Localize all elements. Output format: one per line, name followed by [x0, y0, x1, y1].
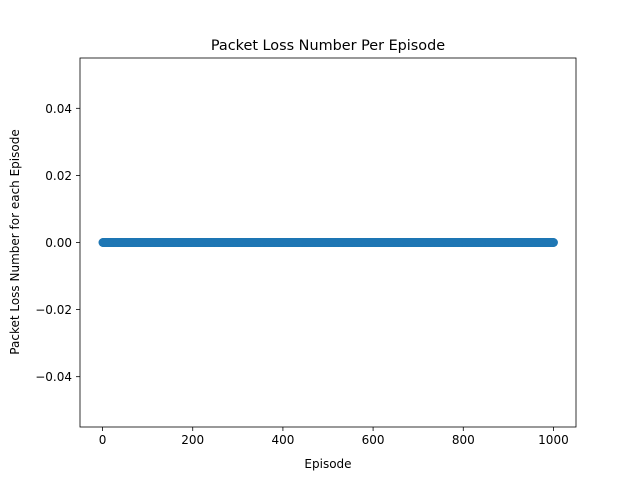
y-tick-label: −0.02: [35, 303, 72, 317]
y-tick-label: −0.04: [35, 370, 72, 384]
y-axis-label: Packet Loss Number for each Episode: [8, 129, 22, 354]
data-point: [548, 238, 558, 247]
x-axis-label: Episode: [304, 457, 351, 471]
x-tick-label: 0: [99, 433, 107, 447]
x-tick-label: 600: [362, 433, 385, 447]
x-tick-label: 400: [271, 433, 294, 447]
x-tick-label: 800: [452, 433, 475, 447]
y-tick-label: 0.00: [45, 236, 72, 250]
y-tick-label: 0.04: [45, 102, 72, 116]
x-axis: 0 200 400 600 800 1000: [99, 427, 569, 447]
y-axis: −0.04 −0.02 0.00 0.02 0.04: [35, 102, 80, 384]
chart-title: Packet Loss Number Per Episode: [211, 38, 445, 54]
x-tick-label: 1000: [538, 433, 569, 447]
x-tick-label: 200: [181, 433, 204, 447]
y-tick-label: 0.02: [45, 169, 72, 183]
plot-marks: [98, 238, 558, 247]
